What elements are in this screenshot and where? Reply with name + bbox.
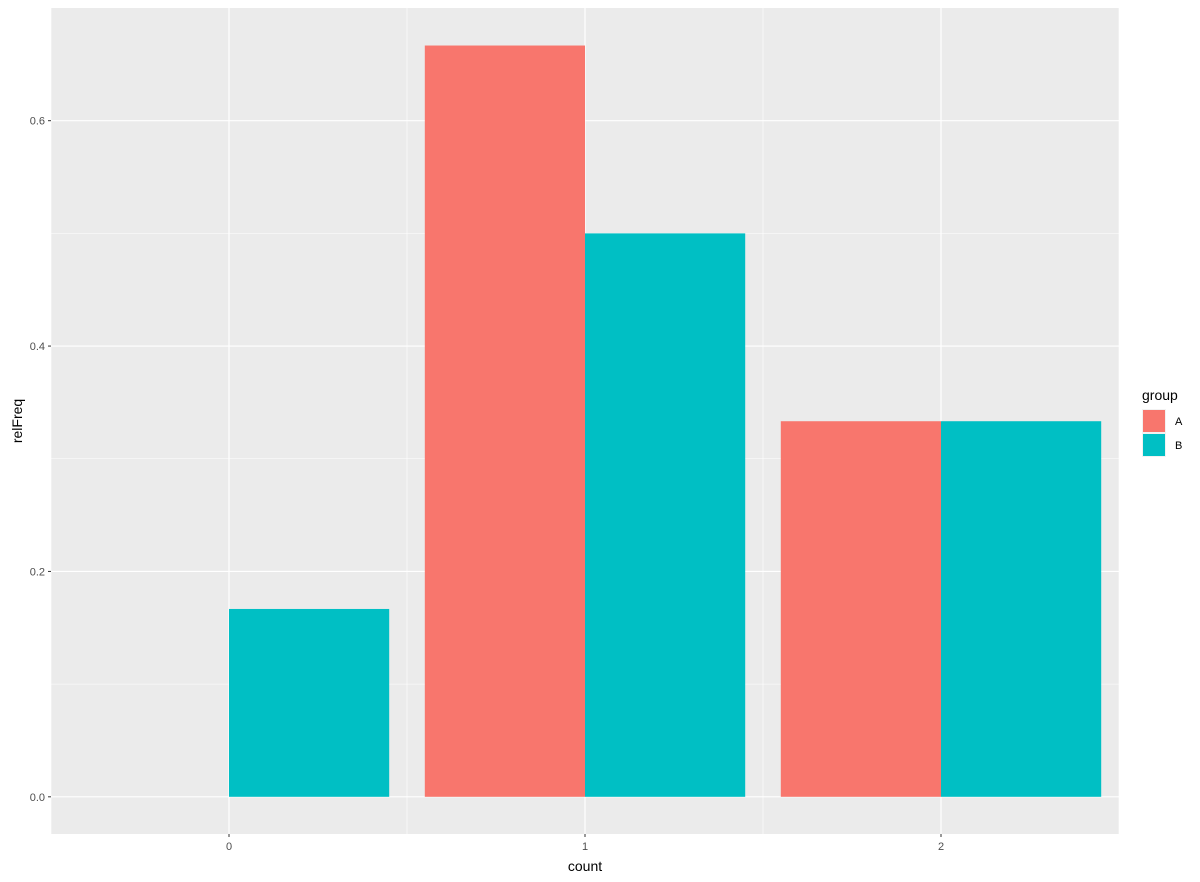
legend-key-A bbox=[1143, 410, 1165, 432]
legend-title: group bbox=[1142, 387, 1178, 403]
minor-gridlines-x bbox=[50, 8, 1120, 834]
x-axis-ticks: 0 1 2 bbox=[226, 834, 944, 853]
bar-A-2 bbox=[780, 421, 941, 797]
y-axis-ticks: 0.0 0.2 0.4 0.6 bbox=[30, 116, 51, 804]
y-axis-title: relFreq bbox=[9, 399, 25, 443]
legend: group AB bbox=[1142, 387, 1183, 457]
x-axis-title: count bbox=[568, 858, 602, 874]
bar-B-0 bbox=[229, 608, 390, 797]
bar-B-1 bbox=[585, 233, 746, 797]
x-tick-label: 0 bbox=[226, 841, 232, 853]
legend-key-B bbox=[1143, 434, 1165, 456]
y-tick-label: 0.6 bbox=[30, 116, 45, 128]
x-tick-label: 1 bbox=[582, 841, 588, 853]
x-tick-label: 2 bbox=[938, 841, 944, 853]
legend-label-A: A bbox=[1175, 416, 1183, 428]
bar-A-1 bbox=[424, 45, 585, 797]
y-tick-label: 0.2 bbox=[30, 566, 45, 578]
y-tick-label: 0.4 bbox=[30, 341, 45, 353]
bars bbox=[229, 45, 1102, 797]
legend-label-B: B bbox=[1175, 440, 1182, 452]
bar-B-2 bbox=[941, 421, 1102, 797]
y-tick-label: 0.0 bbox=[30, 792, 45, 804]
